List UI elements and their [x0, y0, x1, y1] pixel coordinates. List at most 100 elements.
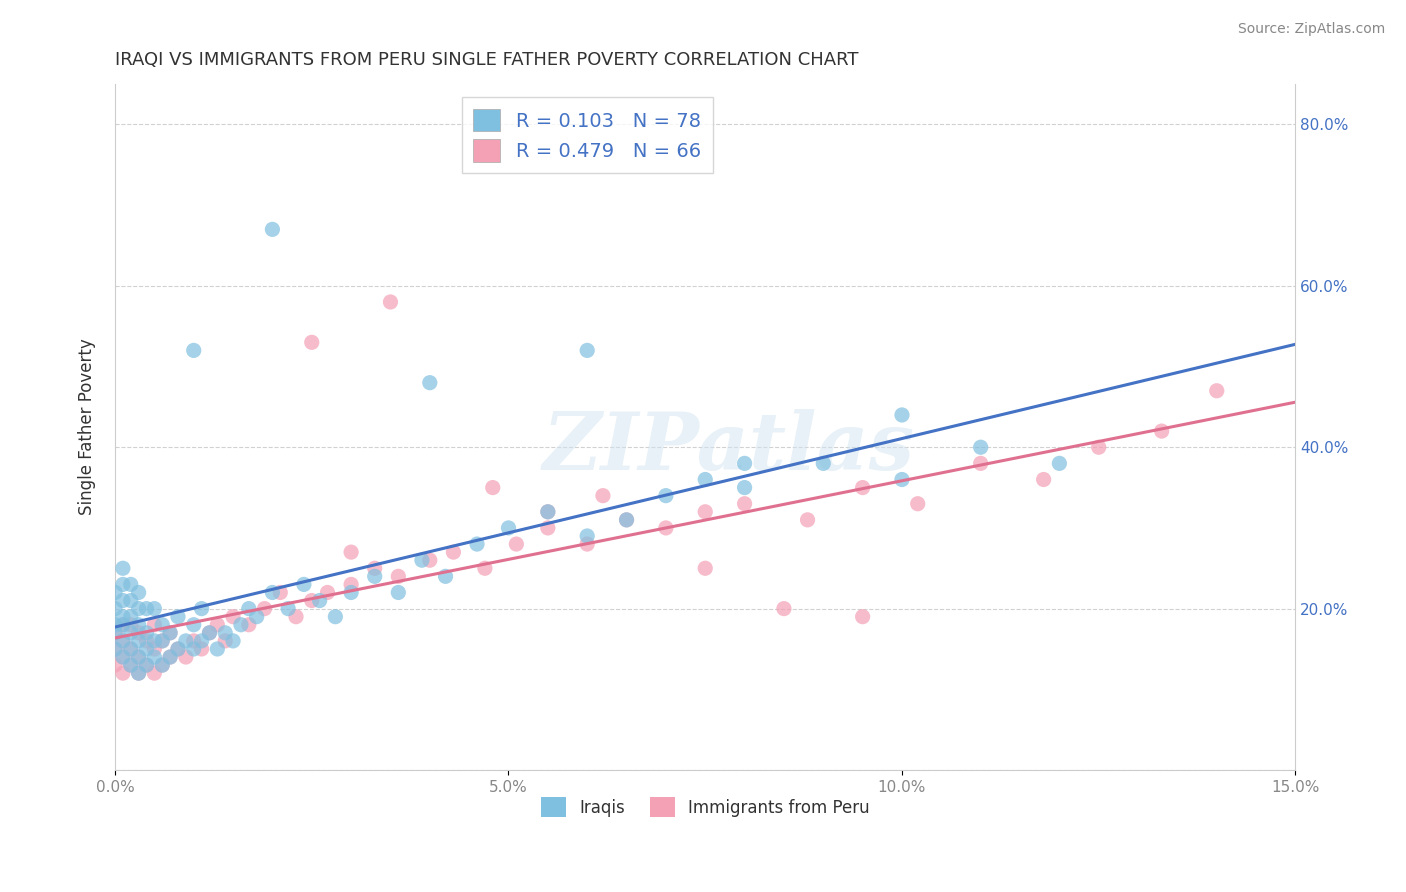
Point	[214, 633, 236, 648]
Point	[104, 625, 127, 640]
Point	[183, 642, 205, 657]
Point	[128, 633, 150, 648]
Point	[167, 642, 190, 657]
Point	[474, 561, 496, 575]
Point	[238, 617, 260, 632]
Point	[111, 666, 134, 681]
Point	[419, 553, 441, 567]
Point	[190, 642, 212, 657]
Point	[159, 625, 181, 640]
Point	[301, 335, 323, 350]
Point	[120, 658, 142, 673]
Point	[111, 650, 134, 665]
Point	[465, 537, 488, 551]
Point	[1032, 473, 1054, 487]
Point	[576, 537, 599, 551]
Point	[150, 658, 173, 673]
Point	[1205, 384, 1227, 398]
Point	[269, 585, 291, 599]
Point	[143, 666, 166, 681]
Point	[174, 650, 197, 665]
Point	[104, 625, 127, 640]
Point	[537, 521, 560, 535]
Point	[285, 609, 308, 624]
Point	[364, 561, 387, 575]
Point	[111, 561, 134, 575]
Point	[198, 625, 221, 640]
Point	[120, 642, 142, 657]
Point	[214, 625, 236, 640]
Point	[183, 617, 205, 632]
Point	[128, 666, 150, 681]
Point	[128, 601, 150, 615]
Point	[167, 642, 190, 657]
Point	[135, 658, 157, 673]
Point	[238, 601, 260, 615]
Point	[576, 529, 599, 543]
Point	[387, 585, 409, 599]
Text: Source: ZipAtlas.com: Source: ZipAtlas.com	[1237, 22, 1385, 37]
Point	[364, 569, 387, 583]
Point	[135, 658, 157, 673]
Point	[505, 537, 527, 551]
Point	[128, 650, 150, 665]
Point	[135, 601, 157, 615]
Point	[167, 609, 190, 624]
Point	[1047, 456, 1070, 470]
Point	[229, 617, 252, 632]
Text: ZIPatlas: ZIPatlas	[543, 409, 915, 486]
Point	[120, 593, 142, 607]
Point	[128, 617, 150, 632]
Point	[111, 633, 134, 648]
Point	[207, 617, 229, 632]
Point	[104, 601, 127, 615]
Point	[207, 642, 229, 657]
Point	[120, 658, 142, 673]
Legend: Iraqis, Immigrants from Peru: Iraqis, Immigrants from Peru	[534, 791, 876, 823]
Point	[340, 545, 363, 559]
Point	[301, 593, 323, 607]
Point	[150, 617, 173, 632]
Point	[891, 473, 914, 487]
Point	[325, 609, 347, 624]
Point	[150, 633, 173, 648]
Point	[576, 343, 599, 358]
Point	[969, 440, 991, 454]
Point	[695, 561, 717, 575]
Point	[111, 633, 134, 648]
Point	[380, 295, 402, 310]
Point	[340, 577, 363, 591]
Point	[1087, 440, 1109, 454]
Point	[316, 585, 339, 599]
Point	[128, 625, 150, 640]
Point	[143, 633, 166, 648]
Point	[537, 505, 560, 519]
Point	[907, 497, 929, 511]
Point	[1150, 424, 1173, 438]
Point	[104, 658, 127, 673]
Point	[150, 658, 173, 673]
Point	[852, 481, 875, 495]
Point	[198, 625, 221, 640]
Point	[796, 513, 818, 527]
Point	[143, 617, 166, 632]
Point	[159, 650, 181, 665]
Point	[340, 585, 363, 599]
Point	[120, 625, 142, 640]
Point	[969, 456, 991, 470]
Point	[111, 650, 134, 665]
Point	[734, 456, 756, 470]
Point	[411, 553, 433, 567]
Point	[190, 601, 212, 615]
Y-axis label: Single Father Poverty: Single Father Poverty	[79, 339, 96, 516]
Point	[111, 609, 134, 624]
Point	[222, 633, 245, 648]
Point	[308, 593, 330, 607]
Point	[537, 505, 560, 519]
Point	[111, 617, 134, 632]
Point	[120, 642, 142, 657]
Point	[174, 633, 197, 648]
Point	[120, 617, 142, 632]
Point	[150, 633, 173, 648]
Point	[734, 497, 756, 511]
